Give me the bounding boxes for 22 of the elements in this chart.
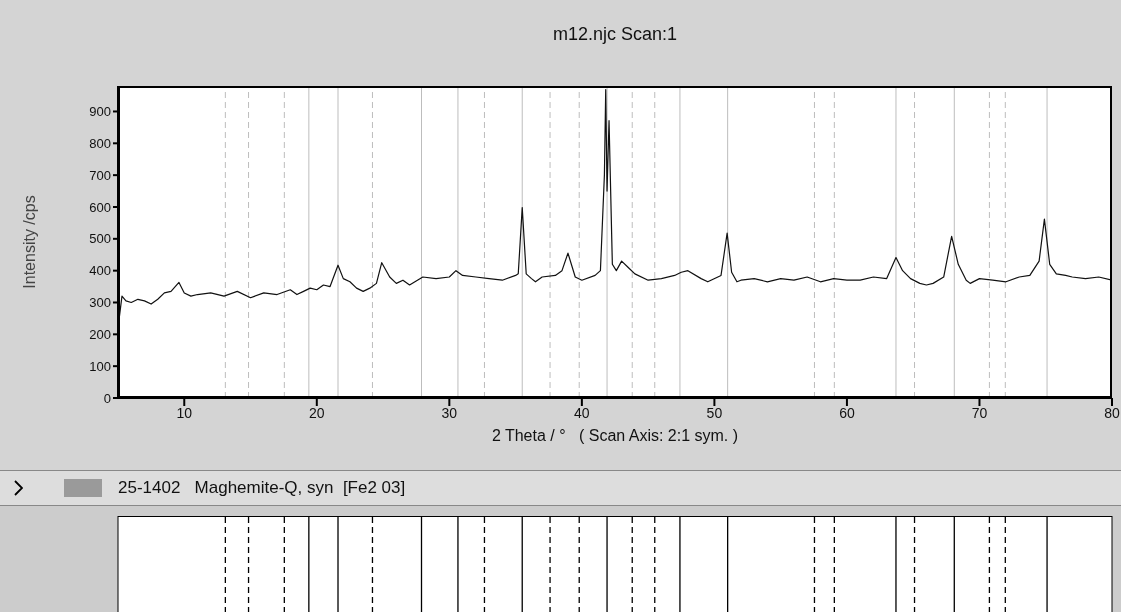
x-tick-label: 20: [309, 404, 325, 421]
y-tick-label: 500: [89, 231, 111, 247]
x-tick-label: 70: [971, 404, 988, 421]
x-tick-label: 60: [839, 404, 855, 421]
y-tick-label: 800: [89, 135, 111, 151]
chart-title: m12.njc Scan:1: [551, 24, 679, 45]
y-tick-label: 600: [89, 199, 111, 215]
x-axis-title: 2 Theta / ° ( Scan Axis: 2:1 sym. ): [490, 427, 740, 445]
y-tick-label: 900: [89, 104, 111, 120]
x-tick-label: 80: [1104, 404, 1120, 421]
y-tick-label: 300: [89, 295, 111, 311]
y-axis-title: Intensity /cps: [21, 195, 39, 289]
y-tick-label: 200: [89, 326, 111, 342]
y-tick-label: 100: [89, 358, 111, 374]
y-tick-label: 0: [103, 390, 111, 406]
x-tick-label: 10: [176, 404, 193, 421]
x-tick-label: 30: [441, 404, 458, 421]
text: 25-1402 Maghemite-Q, syn [Fe2 03]: [118, 478, 406, 498]
x-tick-label: 40: [574, 404, 590, 421]
y-tick-label: 700: [89, 167, 111, 183]
x-tick-label: 50: [706, 404, 723, 421]
y-tick-label: 400: [89, 263, 111, 279]
